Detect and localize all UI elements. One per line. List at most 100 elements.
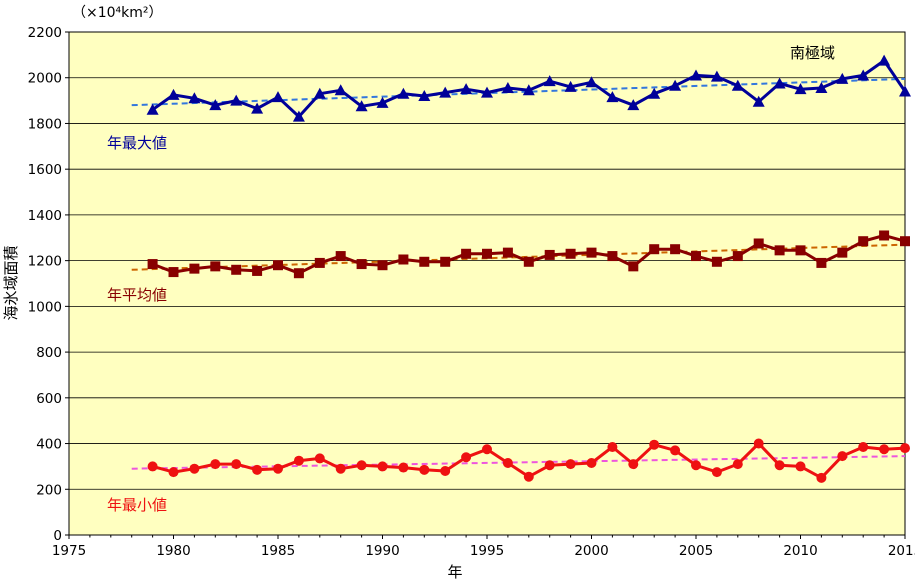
- data-point: [314, 257, 325, 268]
- data-point: [670, 445, 681, 456]
- data-point: [522, 84, 535, 96]
- data-point: [398, 254, 409, 265]
- x-tick-label: 1995: [470, 543, 504, 559]
- data-point: [231, 264, 242, 275]
- data-point: [147, 461, 158, 472]
- data-point: [879, 444, 890, 455]
- data-point: [461, 248, 472, 259]
- y-tick-label: 200: [36, 482, 62, 498]
- data-point: [669, 79, 682, 91]
- data-point: [794, 83, 807, 95]
- data-point: [815, 82, 828, 94]
- data-point: [252, 265, 263, 276]
- data-point: [586, 247, 597, 258]
- data-point: [461, 452, 472, 463]
- data-point: [482, 444, 492, 455]
- data-point: [837, 451, 848, 462]
- trend-line-0: [131, 77, 906, 107]
- data-point: [230, 94, 243, 106]
- y-tick-label: 2200: [28, 25, 62, 41]
- data-point: [858, 441, 869, 452]
- x-tick-label: 2010: [783, 543, 817, 559]
- data-point: [564, 80, 577, 92]
- data-point: [377, 461, 388, 472]
- y-tick-label: 1400: [28, 208, 62, 224]
- data-point: [710, 70, 723, 82]
- data-point: [774, 460, 785, 471]
- y-tick-label: 1600: [28, 162, 62, 178]
- data-point: [419, 464, 430, 475]
- data-point: [376, 96, 389, 108]
- data-point: [355, 100, 368, 112]
- data-point: [273, 463, 283, 474]
- data-point: [753, 438, 764, 449]
- data-point: [879, 230, 890, 241]
- data-point: [627, 99, 640, 111]
- data-point: [774, 245, 785, 256]
- data-point: [670, 244, 681, 255]
- data-point: [585, 76, 598, 88]
- y-tick-label: 1800: [28, 116, 62, 132]
- y-tick-label: 1200: [28, 254, 62, 270]
- data-point: [628, 261, 639, 272]
- x-tick-label: 1975: [52, 543, 86, 559]
- region-label: 南極域: [790, 44, 835, 62]
- data-point: [189, 463, 200, 474]
- x-axis-ticks: 1975 1980 1985 1990 1995 2000 2005 2010 2015: [52, 535, 915, 559]
- data-point: [481, 86, 493, 98]
- data-point: [146, 103, 159, 115]
- data-point: [731, 79, 744, 91]
- data-point: [314, 453, 325, 464]
- data-point: [773, 77, 786, 89]
- series-label-mean: 年平均値: [107, 286, 167, 304]
- data-point: [795, 461, 806, 472]
- data-point: [544, 460, 555, 471]
- data-point: [544, 249, 555, 260]
- y-tick-label: 600: [36, 391, 62, 407]
- data-point: [586, 457, 597, 468]
- data-point: [210, 261, 221, 272]
- data-point: [209, 99, 222, 111]
- data-point: [252, 464, 263, 475]
- data-point: [292, 110, 305, 122]
- data-point: [858, 236, 869, 247]
- series-label-max: 年最大値: [107, 134, 167, 152]
- data-point: [272, 91, 284, 103]
- data-point: [419, 256, 430, 267]
- data-point: [356, 259, 367, 270]
- data-point: [335, 251, 346, 262]
- data-point: [752, 95, 765, 107]
- y-tick-label: 1000: [28, 299, 62, 315]
- x-tick-label: 1985: [261, 543, 295, 559]
- data-point: [502, 247, 513, 258]
- data-point: [273, 260, 283, 271]
- data-point: [523, 471, 534, 482]
- data-point: [711, 467, 722, 478]
- data-point: [482, 248, 492, 259]
- x-tick-label: 1980: [156, 543, 190, 559]
- data-point: [293, 268, 304, 279]
- data-point: [565, 459, 576, 470]
- data-point: [607, 251, 618, 262]
- data-point: [691, 460, 701, 471]
- data-point: [502, 457, 513, 468]
- x-tick-label: 1990: [365, 543, 399, 559]
- y-tick-label: 2000: [28, 71, 62, 87]
- data-point: [167, 88, 180, 100]
- data-point: [816, 257, 827, 268]
- y-tick-label: 400: [36, 437, 62, 453]
- data-point: [900, 236, 910, 247]
- y-tick-label: 800: [36, 345, 62, 361]
- y-axis-title: 海氷域面積: [2, 245, 20, 320]
- data-point: [313, 87, 326, 99]
- x-axis-title: 年: [447, 563, 462, 581]
- data-point: [440, 256, 451, 267]
- data-point: [649, 244, 660, 255]
- data-point: [523, 256, 534, 267]
- data-point: [439, 86, 452, 98]
- data-point: [690, 69, 702, 81]
- data-point: [440, 465, 451, 476]
- data-point: [837, 247, 848, 258]
- data-point: [899, 85, 911, 97]
